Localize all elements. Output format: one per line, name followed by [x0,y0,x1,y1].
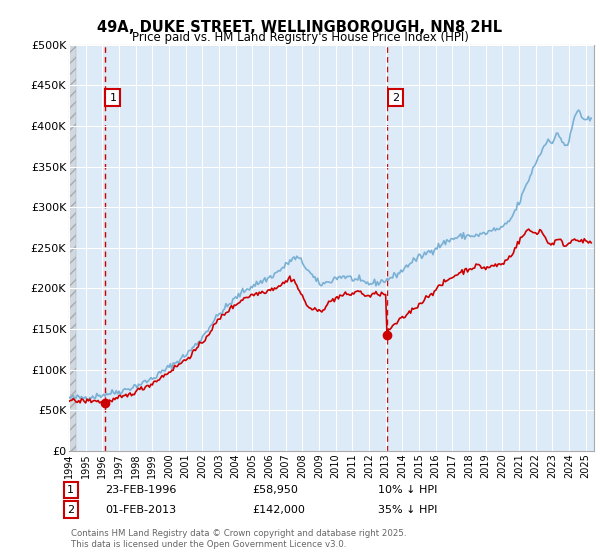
Text: 35% ↓ HPI: 35% ↓ HPI [378,505,437,515]
Text: 2: 2 [67,505,74,515]
Text: 1: 1 [67,485,74,495]
Text: £58,950: £58,950 [252,485,298,495]
Text: £142,000: £142,000 [252,505,305,515]
Text: 01-FEB-2013: 01-FEB-2013 [105,505,176,515]
Text: Contains HM Land Registry data © Crown copyright and database right 2025.: Contains HM Land Registry data © Crown c… [71,529,406,538]
Text: 2: 2 [392,92,399,102]
Text: 1: 1 [109,92,116,102]
Text: 49A, DUKE STREET, WELLINGBOROUGH, NN8 2HL: 49A, DUKE STREET, WELLINGBOROUGH, NN8 2H… [97,20,503,35]
Text: This data is licensed under the Open Government Licence v3.0.: This data is licensed under the Open Gov… [71,540,346,549]
Bar [69,45,76,451]
Text: 23-FEB-1996: 23-FEB-1996 [105,485,176,495]
Text: 10% ↓ HPI: 10% ↓ HPI [378,485,437,495]
Text: Price paid vs. HM Land Registry's House Price Index (HPI): Price paid vs. HM Land Registry's House … [131,31,469,44]
